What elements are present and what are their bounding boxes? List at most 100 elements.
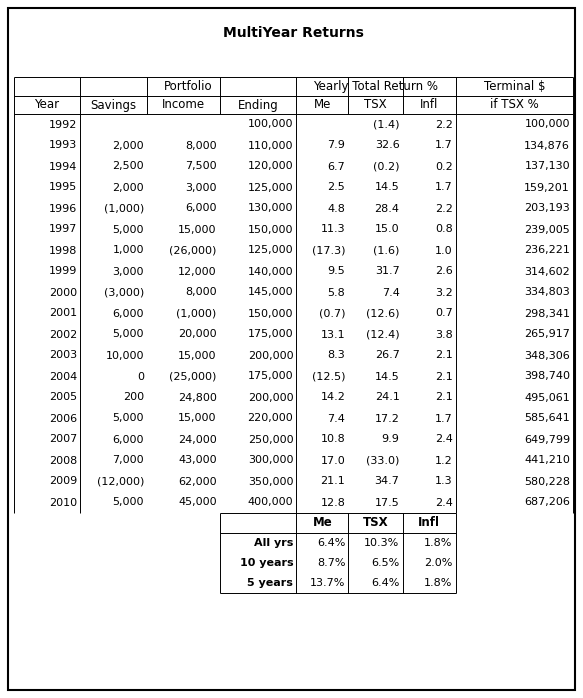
Text: 2.1: 2.1 [435,350,452,360]
Text: 200,000: 200,000 [248,392,293,403]
Text: 6.4%: 6.4% [371,578,399,588]
Text: 239,005: 239,005 [524,225,570,235]
Text: 4.8: 4.8 [328,204,345,214]
Text: 350,000: 350,000 [248,477,293,487]
Text: (0.7): (0.7) [319,309,345,318]
Text: 3.8: 3.8 [435,329,452,339]
Text: 2.1: 2.1 [435,371,452,382]
Text: 398,740: 398,740 [524,371,570,382]
Text: 2007: 2007 [49,434,77,445]
Text: 12,000: 12,000 [178,267,217,276]
Text: 17.0: 17.0 [321,456,345,466]
Text: 2.4: 2.4 [435,498,452,507]
Text: 8,000: 8,000 [185,140,217,151]
Text: 1.0: 1.0 [435,246,452,255]
Text: 1999: 1999 [48,267,77,276]
Text: 0.2: 0.2 [435,161,452,172]
Text: 13.7%: 13.7% [310,578,345,588]
Text: 2.6: 2.6 [435,267,452,276]
Text: 1.7: 1.7 [435,140,452,151]
Text: 2,000: 2,000 [113,140,144,151]
Text: 125,000: 125,000 [248,246,293,255]
Text: Terminal $: Terminal $ [483,80,545,93]
Text: 585,641: 585,641 [524,413,570,424]
Text: 10.8: 10.8 [321,434,345,445]
Text: 2.1: 2.1 [435,392,452,403]
Text: (3,000): (3,000) [104,288,144,297]
Text: 125,000: 125,000 [248,182,293,193]
Text: Savings: Savings [90,98,136,112]
Text: 236,221: 236,221 [524,246,570,255]
Text: 580,228: 580,228 [524,477,570,487]
Text: Ending: Ending [238,98,278,112]
Text: 0.7: 0.7 [435,309,452,318]
Text: 314,602: 314,602 [524,267,570,276]
Text: 220,000: 220,000 [248,413,293,424]
Text: 200: 200 [123,392,144,403]
Text: 5,000: 5,000 [113,498,144,507]
Text: 1.3: 1.3 [435,477,452,487]
Text: 1995: 1995 [49,182,77,193]
Text: 2004: 2004 [49,371,77,382]
Text: (25,000): (25,000) [169,371,217,382]
Text: Me: Me [314,98,331,112]
Text: 28.4: 28.4 [374,204,399,214]
Text: (1,000): (1,000) [104,204,144,214]
Text: 159,201: 159,201 [524,182,570,193]
Text: 24.1: 24.1 [375,392,399,403]
Text: 14.5: 14.5 [375,182,399,193]
Text: 298,341: 298,341 [524,309,570,318]
Text: 15.0: 15.0 [375,225,399,235]
Text: 6,000: 6,000 [185,204,217,214]
Text: (1.6): (1.6) [373,246,399,255]
Text: 6,000: 6,000 [113,434,144,445]
Text: 250,000: 250,000 [248,434,293,445]
Text: 3,000: 3,000 [113,267,144,276]
Text: 62,000: 62,000 [178,477,217,487]
Text: (12,000): (12,000) [97,477,144,487]
Text: 6.7: 6.7 [328,161,345,172]
Text: 2008: 2008 [49,456,77,466]
Text: 687,206: 687,206 [524,498,570,507]
Text: (12.4): (12.4) [366,329,399,339]
Text: 348,306: 348,306 [524,350,570,360]
Text: TSX: TSX [363,517,388,530]
Text: 3,000: 3,000 [185,182,217,193]
Text: 15,000: 15,000 [178,225,217,235]
Text: 9.9: 9.9 [382,434,399,445]
Text: Yearly Total Return %: Yearly Total Return % [314,80,438,93]
Text: Portfolio: Portfolio [164,80,212,93]
Text: 7.4: 7.4 [382,288,399,297]
Text: 6.4%: 6.4% [317,538,345,548]
Text: 1.2: 1.2 [435,456,452,466]
Text: 1994: 1994 [48,161,77,172]
Text: 2.0%: 2.0% [424,558,452,568]
Text: 43,000: 43,000 [178,456,217,466]
Text: (33.0): (33.0) [366,456,399,466]
Text: 10.3%: 10.3% [364,538,399,548]
Text: 15,000: 15,000 [178,350,217,360]
Text: 2000: 2000 [49,288,77,297]
Text: 0.8: 0.8 [435,225,452,235]
Text: 1993: 1993 [49,140,77,151]
Text: 8,000: 8,000 [185,288,217,297]
Text: 5 years: 5 years [247,578,293,588]
Text: 5,000: 5,000 [113,413,144,424]
Text: Infl: Infl [418,517,440,530]
Text: 5,000: 5,000 [113,225,144,235]
Text: 200,000: 200,000 [248,350,293,360]
Text: 2003: 2003 [49,350,77,360]
Text: 2.2: 2.2 [435,204,452,214]
Text: 5.8: 5.8 [328,288,345,297]
Text: 145,000: 145,000 [248,288,293,297]
Text: 150,000: 150,000 [248,225,293,235]
Text: 1998: 1998 [48,246,77,255]
Text: 20,000: 20,000 [178,329,217,339]
Text: 12.8: 12.8 [321,498,345,507]
Text: 34.7: 34.7 [375,477,399,487]
Text: 10,000: 10,000 [106,350,144,360]
Text: (12.6): (12.6) [366,309,399,318]
Text: 24,800: 24,800 [178,392,217,403]
Text: if TSX %: if TSX % [490,98,539,112]
Text: 45,000: 45,000 [178,498,217,507]
